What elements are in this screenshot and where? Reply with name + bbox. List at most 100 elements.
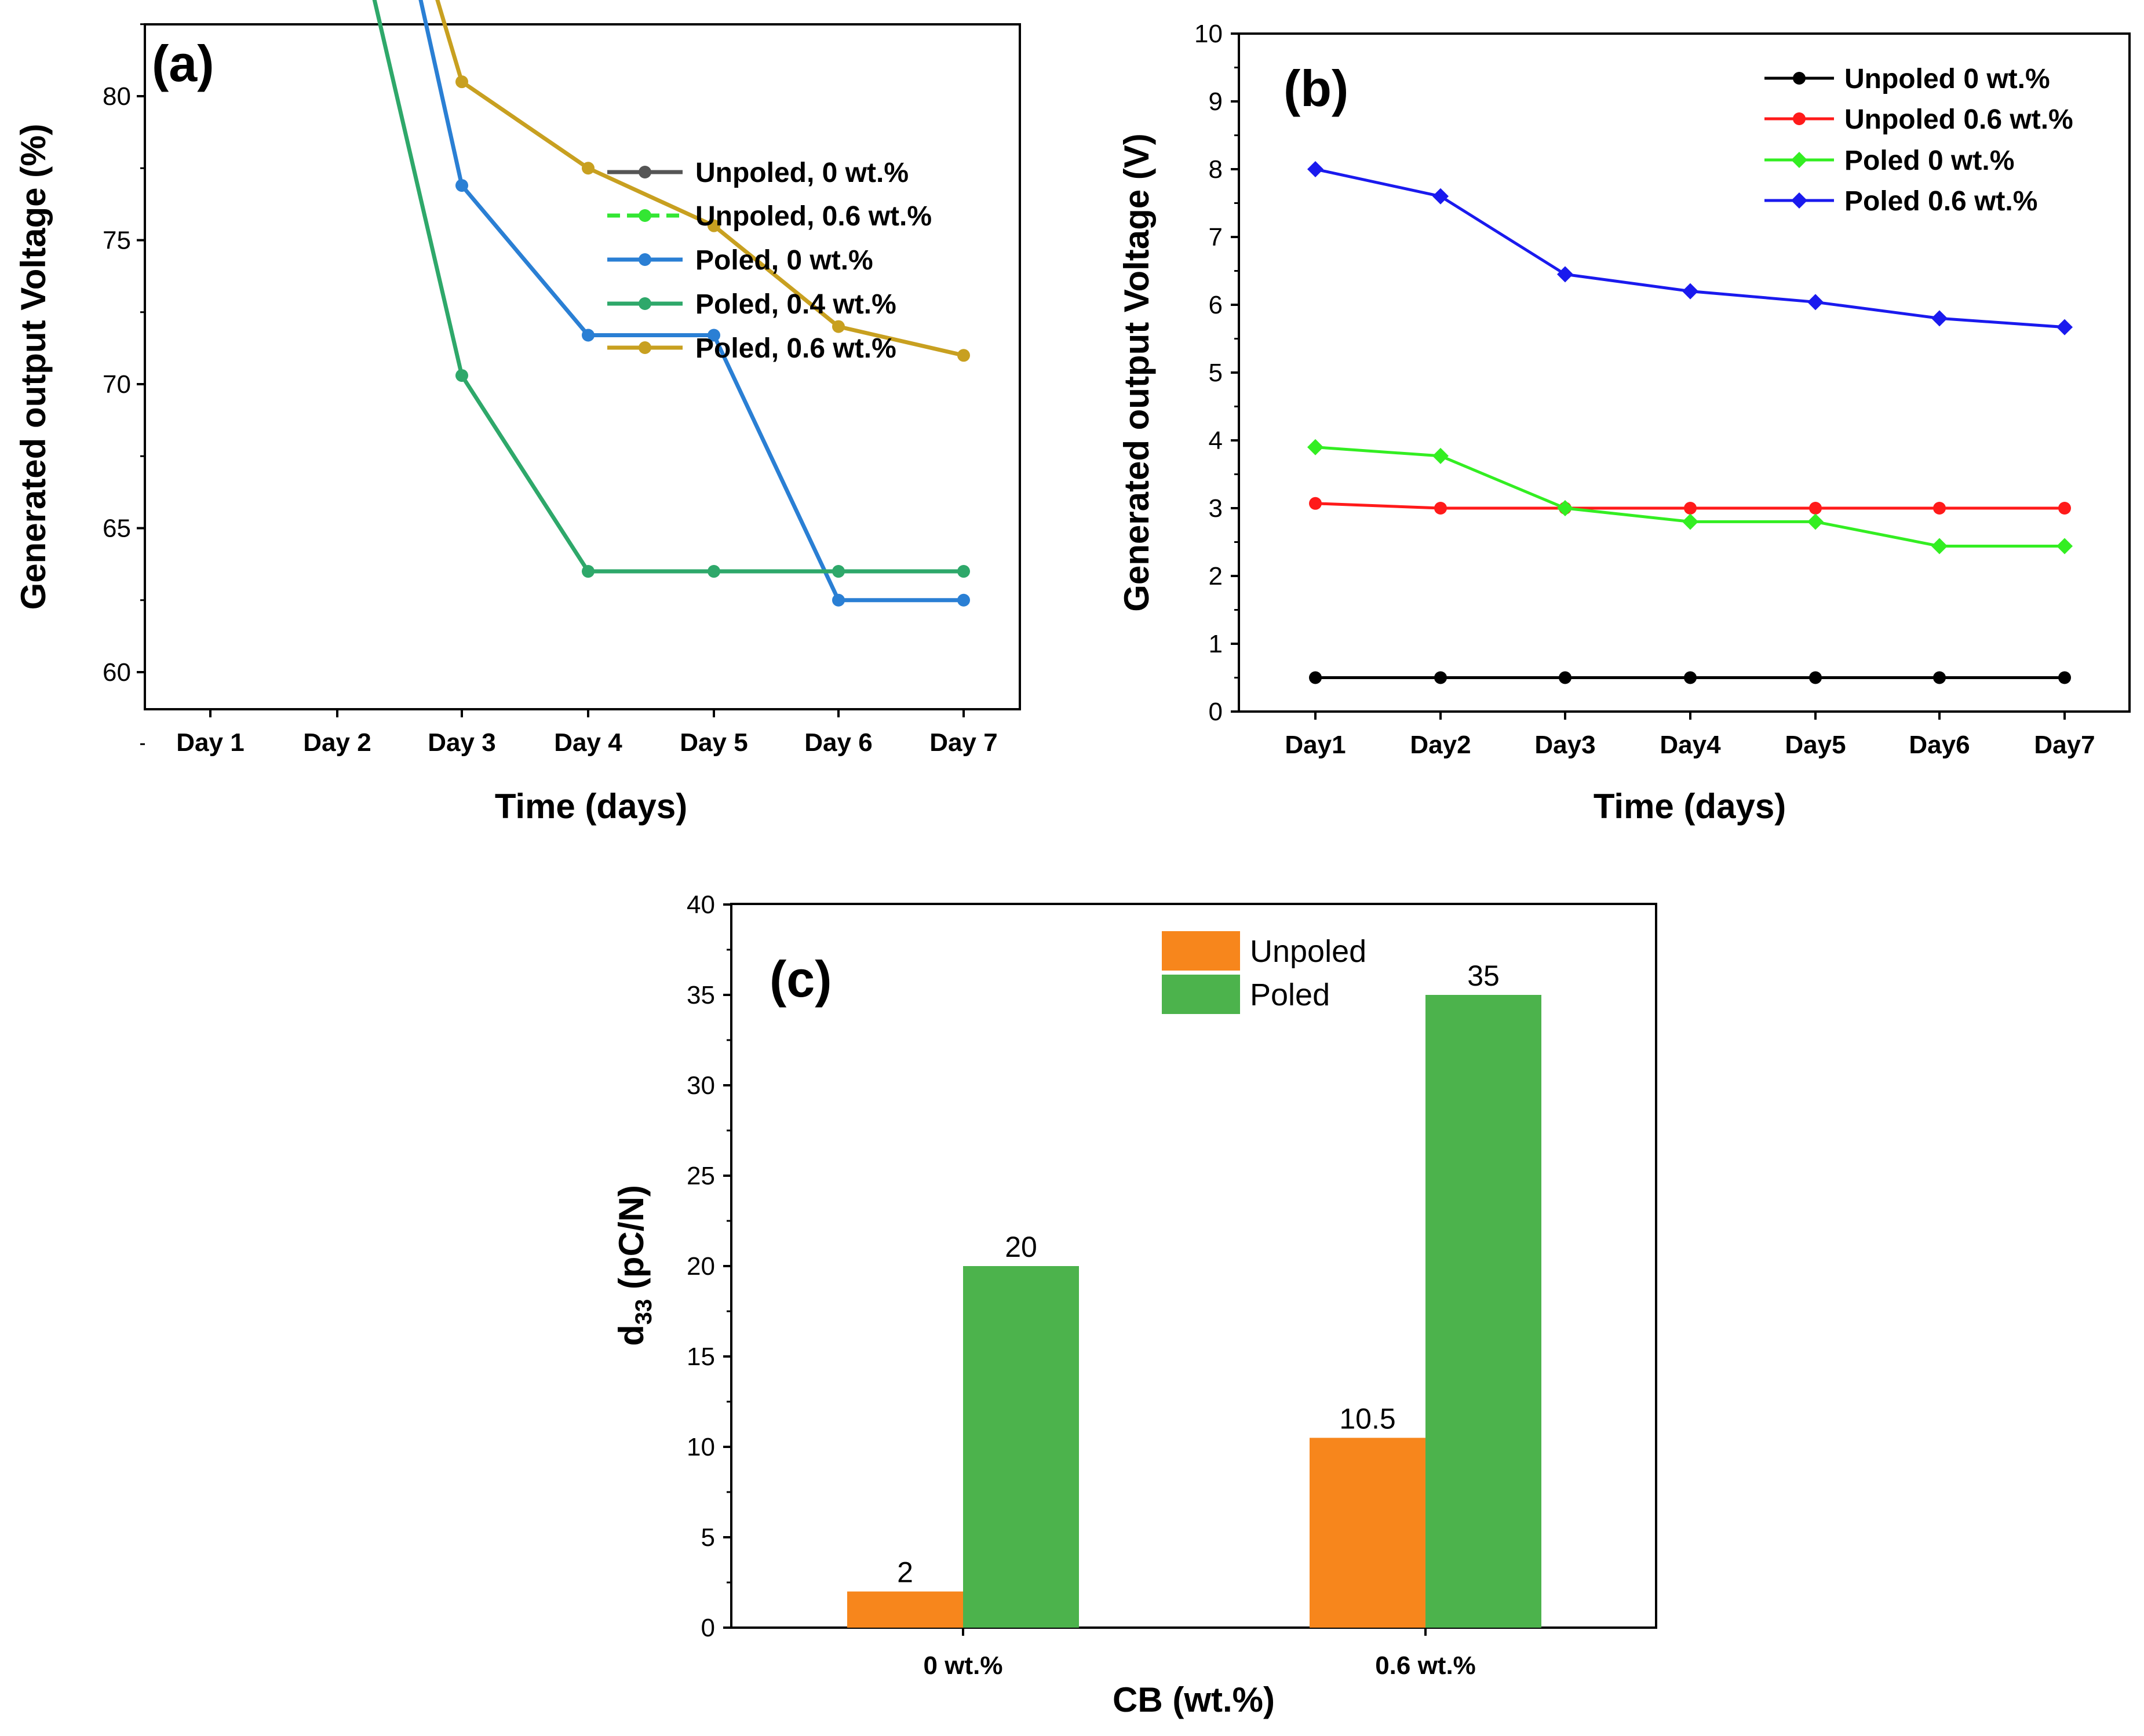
data-point-unpoled-0-wt	[1684, 671, 1697, 684]
data-point-poled-0-wt	[1682, 513, 1698, 530]
x-tick-label: Day7	[2034, 731, 2095, 759]
legend-label-poled-0-wt: Poled, 0 wt.%	[695, 245, 873, 276]
data-point-poled-0-4-wt	[582, 565, 595, 578]
x-tick-label: Day 4	[554, 728, 622, 757]
data-point-poled-0-wt	[1432, 447, 1449, 464]
y-tick-label: 65	[103, 515, 131, 543]
y-tick-label: 20	[687, 1252, 715, 1281]
y-axis-title-main: d	[612, 1325, 651, 1346]
legend-label-unpoled-0-wt: Unpoled, 0 wt.%	[695, 158, 909, 188]
data-point-poled-0-6-wt	[1807, 294, 1824, 311]
panel-a-label: (a)	[152, 35, 214, 92]
data-point-poled-0-4-wt	[832, 565, 845, 578]
data-point-unpoled-0-wt	[1559, 671, 1571, 684]
data-point-unpoled-0-6-wt	[1309, 497, 1322, 510]
series-line-poled-0-wt	[1315, 446, 2065, 548]
data-point-unpoled-0-6-wt	[1684, 502, 1697, 515]
bar-unpoled-0-6-wt	[1310, 1438, 1425, 1628]
y-tick-label: 2	[1209, 562, 1223, 590]
x-tick-label: 0.6 wt.%	[1375, 1651, 1476, 1680]
legend-label-unpoled-0-6-wt: Unpoled 0.6 wt.%	[1844, 104, 2073, 135]
panel-b-legend: Unpoled 0 wt.% Unpoled 0.6 wt.% Poled 0 wt…	[1764, 64, 2073, 217]
legend-marker-unpoled-0-6-wt	[639, 209, 651, 222]
data-point-poled-0-wt	[582, 329, 595, 342]
data-point-unpoled-0-6-wt	[1434, 502, 1447, 515]
data-point-poled-0-wt	[1931, 538, 1948, 555]
data-point-poled-0-wt	[2057, 538, 2073, 555]
panel-b-y-axis-title: Generated output Voltage (V)	[1117, 133, 1156, 612]
data-point-poled-0-6-wt	[957, 349, 970, 362]
x-tick-label: Day 1	[176, 728, 244, 757]
x-tick-label: Day5	[1785, 731, 1846, 759]
data-point-poled-0-wt	[455, 179, 468, 192]
legend-swatch-unpoled	[1162, 931, 1240, 971]
legend-marker-poled-0-4-wt	[639, 297, 651, 310]
panel-a-frame	[144, 23, 1021, 710]
bar-unpoled-0-wt	[847, 1591, 963, 1628]
y-tick-label: 9	[1209, 87, 1223, 116]
panel-b-frame	[1238, 32, 2131, 713]
y-tick-label: 7	[1209, 223, 1223, 251]
legend-label-poled-0-6-wt: Poled 0.6 wt.%	[1844, 186, 2037, 217]
legend-marker-poled-0-6-wt	[1791, 192, 1807, 209]
panel-a-legend: Unpoled, 0 wt.% Unpoled, 0.6 wt.% Poled, 0…	[607, 158, 932, 364]
data-point-poled-0-6-wt	[1307, 161, 1323, 177]
y-tick-label: 80	[103, 82, 131, 111]
panel-c-plot: 2 10.5 20 35	[847, 960, 1541, 1628]
bar-poled-0-wt	[963, 1266, 1079, 1628]
panel-b: 0 1 2 3 4 5 6 7 8 9 10 Day1 Day2 Day3 Day4 Day5 Day6 Day7…	[1117, 20, 2131, 826]
data-point-unpoled-0-wt	[1933, 671, 1946, 684]
y-tick-label: 60	[103, 658, 131, 687]
y-tick-label: 25	[687, 1162, 715, 1190]
y-tick-label: 40	[687, 891, 715, 919]
data-point-poled-0-6-wt	[455, 75, 468, 89]
data-point-poled-0-6-wt	[1432, 188, 1449, 205]
y-tick-label: 8	[1209, 155, 1223, 184]
y-tick-label: 10	[687, 1433, 715, 1461]
legend-label-unpoled-0-wt: Unpoled 0 wt.%	[1844, 64, 2050, 94]
y-axis-title-subscript: 33	[631, 1299, 657, 1325]
x-tick-label: Day4	[1660, 731, 1721, 759]
legend-marker-unpoled-0-6-wt	[1793, 112, 1806, 125]
y-axis-title-unit: (pC/N)	[612, 1185, 651, 1299]
y-tick-label: 6	[1209, 291, 1223, 319]
y-tick-label: 0	[701, 1614, 715, 1642]
panel-a-y-axis-title: Generated output Voltage (%)	[14, 124, 53, 610]
data-point-poled-0-6-wt	[832, 320, 845, 333]
panel-c-ticks: 0 5 10 15 20 25 30 35 40 0 wt.% 0.6 wt.%	[687, 891, 1476, 1680]
legend-label-poled-0-wt: Poled 0 wt.%	[1844, 145, 2014, 176]
legend-swatch-poled	[1162, 975, 1240, 1014]
data-point-poled-0-wt	[832, 593, 845, 607]
data-point-poled-0-wt	[1557, 500, 1573, 516]
data-point-poled-0-6-wt	[1682, 283, 1698, 300]
panel-b-x-axis-title: Time (days)	[1594, 787, 1786, 826]
y-tick-label: 1	[1209, 630, 1223, 658]
y-tick-label: 4	[1209, 426, 1223, 455]
panel-c-y-axis-title: d33 (pC/N)	[612, 1185, 657, 1346]
y-tick-label: 35	[687, 981, 715, 1009]
x-tick-label: Day3	[1534, 731, 1595, 759]
x-tick-label: Day 2	[303, 728, 371, 757]
data-point-poled-0-4-wt	[455, 369, 468, 382]
panel-c: 0 5 10 15 20 25 30 35 40 0 wt.% 0.6 wt.% 2 10.5 20 35…	[612, 891, 1657, 1719]
data-label-poled: 35	[1467, 960, 1500, 992]
data-point-unpoled-0-wt	[1309, 671, 1322, 684]
data-point-poled-0-wt	[957, 593, 970, 607]
x-tick-label: Day 7	[929, 728, 997, 757]
data-point-poled-0-wt	[708, 329, 720, 342]
bar-poled-0-6-wt	[1425, 995, 1541, 1628]
data-label-poled: 20	[1005, 1231, 1037, 1263]
data-point-poled-0-6-wt	[1931, 310, 1948, 327]
data-point-unpoled-0-6-wt	[1933, 502, 1946, 515]
panel-a-x-axis-title: Time (days)	[495, 787, 687, 826]
data-point-unpoled-0-wt	[1809, 671, 1822, 684]
panel-a-plot	[372, 0, 970, 607]
panel-c-x-axis-title: CB (wt.%)	[1113, 1680, 1275, 1719]
series-line-poled-0-4-wt	[372, 0, 964, 574]
y-tick-label: 70	[103, 370, 131, 399]
data-point-poled-0-wt	[1307, 439, 1323, 455]
legend-label-unpoled-0-6-wt: Unpoled, 0.6 wt.%	[695, 201, 932, 232]
